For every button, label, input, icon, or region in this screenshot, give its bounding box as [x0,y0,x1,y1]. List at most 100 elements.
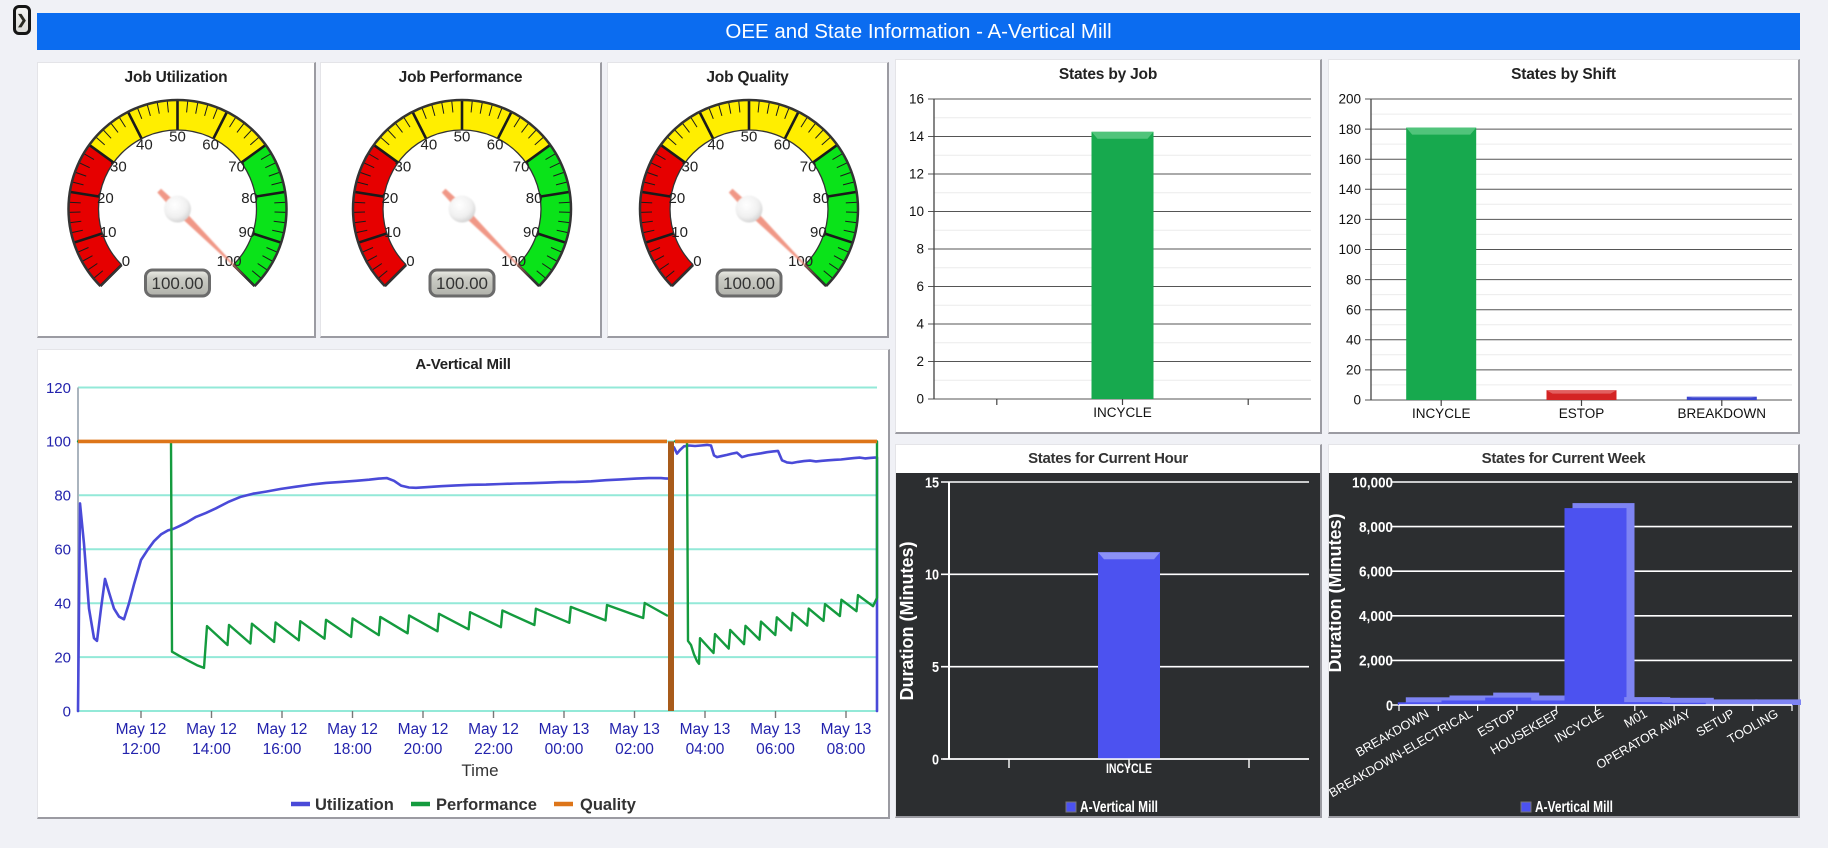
svg-text:10: 10 [100,224,117,241]
svg-text:May 13: May 13 [750,721,801,738]
svg-text:6,000: 6,000 [1359,563,1393,580]
svg-text:160: 160 [1338,152,1361,167]
svg-text:60: 60 [54,542,71,559]
svg-text:16: 16 [909,92,924,107]
svg-text:Time: Time [461,761,498,780]
svg-text:100.00: 100.00 [723,274,775,293]
svg-text:90: 90 [239,224,256,241]
svg-text:ESTOP: ESTOP [1559,406,1605,421]
svg-text:INCYCLE: INCYCLE [1106,761,1152,776]
svg-text:00:00: 00:00 [545,741,584,758]
svg-text:May 12: May 12 [186,721,237,738]
svg-text:Quality: Quality [580,796,637,814]
svg-text:May 13: May 13 [539,721,590,738]
svg-text:100.00: 100.00 [436,274,488,293]
svg-text:20: 20 [54,649,71,666]
svg-text:04:00: 04:00 [686,741,725,758]
svg-text:80: 80 [1346,272,1361,287]
svg-text:May 12: May 12 [398,721,449,738]
svg-text:M01: M01 [1622,706,1650,730]
svg-text:0: 0 [1386,697,1393,714]
svg-text:May 12: May 12 [468,721,519,738]
svg-text:30: 30 [110,158,127,175]
svg-text:15: 15 [925,474,939,491]
svg-text:May 12: May 12 [327,721,378,738]
svg-text:2,000: 2,000 [1359,653,1393,670]
svg-text:0: 0 [122,253,130,270]
svg-text:120: 120 [1338,212,1361,227]
svg-text:0: 0 [1353,393,1361,408]
svg-text:40: 40 [1346,333,1361,348]
svg-text:30: 30 [395,158,412,175]
svg-text:0: 0 [932,751,939,768]
svg-text:5: 5 [932,659,939,676]
svg-text:INCYCLE: INCYCLE [1093,405,1152,420]
svg-text:TOOLING: TOOLING [1725,706,1781,746]
svg-text:40: 40 [708,136,725,153]
svg-text:May 13: May 13 [609,721,660,738]
svg-text:A-Vertical Mill: A-Vertical Mill [1080,799,1158,816]
svg-text:50: 50 [454,128,471,145]
svg-text:40: 40 [136,136,153,153]
svg-text:70: 70 [513,158,530,175]
svg-text:70: 70 [228,158,245,175]
svg-text:12: 12 [909,167,924,182]
svg-text:50: 50 [169,128,186,145]
svg-text:Utilization: Utilization [315,796,394,814]
svg-text:May 13: May 13 [680,721,731,738]
svg-text:14:00: 14:00 [192,741,231,758]
svg-text:100: 100 [1338,242,1361,257]
svg-text:Duration (Minutes): Duration (Minutes) [897,542,917,701]
svg-text:12:00: 12:00 [122,741,161,758]
svg-text:8,000: 8,000 [1359,519,1393,536]
svg-text:20: 20 [382,190,399,207]
svg-text:40: 40 [421,136,438,153]
svg-text:90: 90 [810,224,827,241]
svg-text:20: 20 [1346,363,1361,378]
svg-text:BREAKDOWN: BREAKDOWN [1678,406,1767,421]
svg-text:120: 120 [46,380,71,397]
svg-text:6: 6 [916,279,924,294]
svg-text:0: 0 [916,392,924,407]
svg-text:20: 20 [97,190,114,207]
svg-text:90: 90 [523,224,540,241]
svg-text:60: 60 [774,136,791,153]
svg-text:0: 0 [406,253,414,270]
svg-text:10: 10 [384,224,401,241]
svg-text:10: 10 [909,204,924,219]
svg-text:Performance: Performance [436,796,537,814]
svg-text:May 13: May 13 [821,721,872,738]
svg-text:INCYCLE: INCYCLE [1552,706,1606,745]
svg-text:8: 8 [916,242,924,257]
svg-text:80: 80 [54,488,71,505]
svg-text:200: 200 [1338,92,1361,107]
svg-text:10: 10 [925,567,939,584]
svg-text:60: 60 [487,136,504,153]
svg-text:80: 80 [526,190,543,207]
svg-text:14: 14 [909,129,925,144]
svg-text:0: 0 [63,703,71,720]
svg-text:2: 2 [916,354,924,369]
svg-text:0: 0 [693,253,701,270]
svg-text:100: 100 [46,434,71,451]
svg-text:May 12: May 12 [116,721,167,738]
svg-text:A-Vertical Mill: A-Vertical Mill [1535,799,1613,816]
svg-text:4: 4 [916,317,924,332]
svg-text:140: 140 [1338,182,1361,197]
svg-text:20:00: 20:00 [404,741,443,758]
svg-text:30: 30 [682,158,699,175]
svg-text:06:00: 06:00 [756,741,795,758]
svg-text:10,000: 10,000 [1352,474,1393,491]
svg-text:180: 180 [1338,122,1361,137]
svg-text:80: 80 [241,190,258,207]
svg-text:18:00: 18:00 [333,741,372,758]
svg-text:60: 60 [1346,302,1361,317]
svg-text:20: 20 [669,190,686,207]
svg-text:4,000: 4,000 [1359,608,1393,625]
svg-text:May 12: May 12 [257,721,308,738]
svg-text:02:00: 02:00 [615,741,654,758]
svg-text:60: 60 [202,136,219,153]
svg-text:INCYCLE: INCYCLE [1412,406,1471,421]
svg-text:22:00: 22:00 [474,741,513,758]
svg-text:100.00: 100.00 [152,274,204,293]
